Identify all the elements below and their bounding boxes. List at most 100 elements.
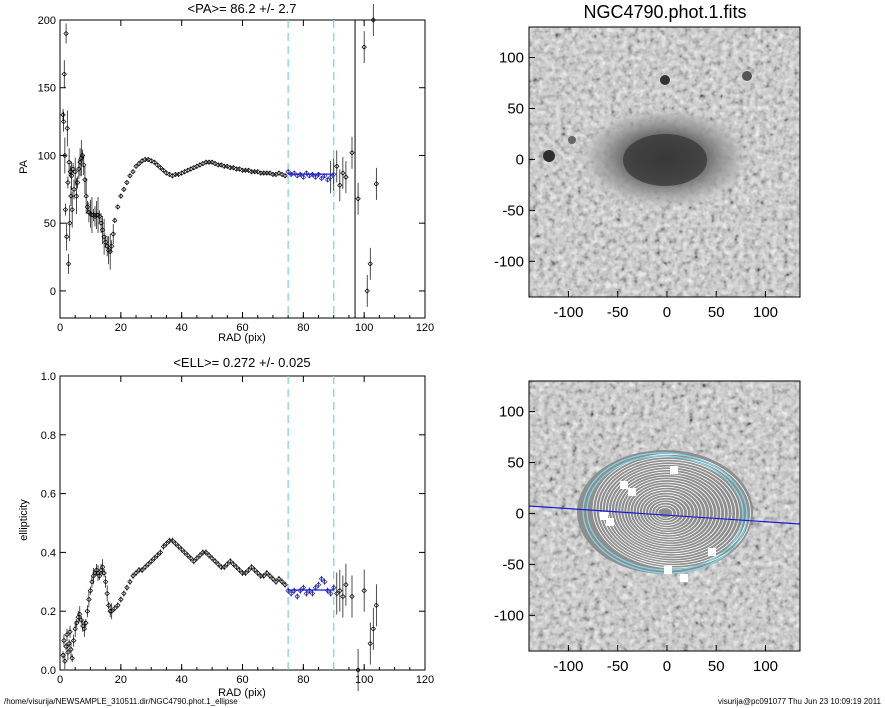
data-point bbox=[245, 167, 252, 174]
data-point bbox=[102, 579, 109, 585]
image-axes: -100 -50 0 50 100 -100 -50 0 50 100 bbox=[494, 50, 778, 321]
data-point bbox=[212, 558, 218, 564]
data-point bbox=[309, 590, 316, 597]
x-tick-label: 100 bbox=[753, 304, 778, 321]
isophote-ellipse bbox=[617, 474, 722, 550]
data-point bbox=[60, 652, 66, 658]
data-point bbox=[70, 637, 77, 644]
data-point bbox=[151, 159, 157, 165]
pa-chart-title: <PA>= 86.2 +/- 2.7 bbox=[188, 1, 297, 16]
image-frame bbox=[528, 380, 801, 652]
data-point bbox=[273, 579, 279, 585]
data-point bbox=[148, 158, 154, 164]
data-point bbox=[191, 558, 197, 564]
data-point bbox=[77, 611, 83, 617]
isophote-ellipse bbox=[604, 464, 737, 559]
data-point bbox=[349, 150, 355, 156]
data-point bbox=[264, 570, 270, 576]
galaxy-image-panel: NGC4790.phot.1.fits -100 -50 0 50 100 -100 -50… bbox=[494, 2, 801, 321]
data-point bbox=[109, 243, 115, 249]
data-point bbox=[62, 152, 68, 159]
y-tick-label: 1.0 bbox=[41, 371, 56, 383]
data-point bbox=[370, 17, 376, 23]
data-point bbox=[370, 626, 376, 632]
data-point bbox=[203, 549, 209, 556]
data-point bbox=[218, 162, 224, 168]
y-tick-label: 50 bbox=[507, 455, 524, 472]
data-point bbox=[64, 632, 70, 638]
data-point bbox=[343, 582, 349, 588]
data-point bbox=[87, 587, 94, 594]
y-tick-label: 0 bbox=[50, 286, 56, 298]
x-tick-label: -50 bbox=[607, 304, 629, 321]
x-tick-label: 100 bbox=[355, 322, 373, 334]
isophote-ellipse bbox=[638, 491, 696, 533]
data-point bbox=[121, 590, 127, 597]
data-point bbox=[148, 558, 154, 564]
data-point bbox=[68, 646, 74, 653]
data-point bbox=[99, 564, 106, 570]
x-tick-label: 40 bbox=[176, 674, 188, 686]
pa-y-axis-label: PA bbox=[18, 159, 30, 174]
data-point bbox=[279, 171, 285, 178]
y-tick-label: 100 bbox=[499, 50, 524, 67]
x-tick-label: 120 bbox=[416, 674, 434, 686]
data-point bbox=[133, 163, 139, 169]
data-point bbox=[81, 162, 87, 168]
x-tick-label: -50 bbox=[607, 658, 629, 675]
data-point bbox=[172, 540, 179, 547]
data-point bbox=[110, 231, 116, 237]
data-point bbox=[282, 582, 288, 588]
data-point bbox=[65, 261, 72, 267]
mask-square bbox=[600, 512, 608, 520]
data-point bbox=[66, 640, 72, 647]
data-point bbox=[109, 608, 115, 614]
data-point bbox=[337, 182, 343, 188]
data-point bbox=[121, 186, 127, 193]
data-point bbox=[318, 576, 325, 582]
data-point bbox=[255, 570, 261, 576]
ell-y-axis-label: ellipticity bbox=[18, 499, 30, 541]
data-point bbox=[115, 602, 121, 609]
isophote-ellipse bbox=[642, 494, 692, 531]
x-tick-label: 100 bbox=[355, 674, 373, 686]
data-point bbox=[349, 593, 355, 600]
mask-square bbox=[606, 518, 614, 526]
mask-square bbox=[708, 548, 716, 556]
data-point bbox=[142, 564, 148, 570]
data-point bbox=[248, 564, 255, 570]
mask-square bbox=[670, 466, 678, 474]
x-tick-label: 60 bbox=[236, 322, 248, 334]
data-point bbox=[127, 579, 133, 585]
data-point bbox=[194, 555, 200, 561]
data-point bbox=[61, 71, 67, 77]
data-point bbox=[209, 555, 215, 561]
y-tick-label: 0 bbox=[516, 151, 524, 168]
data-point bbox=[133, 570, 139, 576]
ell-data-points bbox=[60, 376, 380, 691]
data-point bbox=[63, 30, 69, 37]
data-point bbox=[78, 617, 84, 623]
ell-chart-title: <ELL>= 0.272 +/- 0.025 bbox=[173, 355, 310, 370]
mask-square bbox=[628, 488, 636, 496]
data-point bbox=[188, 555, 194, 561]
data-point bbox=[74, 179, 81, 186]
data-point bbox=[130, 169, 136, 175]
y-tick-label: 0.8 bbox=[41, 430, 56, 442]
data-point bbox=[163, 170, 170, 176]
data-point bbox=[112, 217, 118, 224]
y-tick-label: 0.0 bbox=[41, 665, 56, 677]
isophote-ellipse bbox=[654, 504, 677, 522]
data-point bbox=[361, 44, 367, 50]
image-axes: -100 -50 0 50 100 -100 -50 0 50 100 bbox=[494, 404, 778, 675]
y-tick-label: 100 bbox=[499, 404, 524, 421]
data-point bbox=[324, 177, 331, 183]
data-point bbox=[63, 234, 70, 240]
data-point bbox=[66, 159, 72, 165]
data-point bbox=[251, 567, 258, 573]
y-tick-label: 100 bbox=[38, 150, 56, 162]
x-tick-label: 120 bbox=[416, 322, 434, 334]
isophote-ellipse bbox=[629, 484, 707, 540]
data-point bbox=[373, 602, 380, 609]
